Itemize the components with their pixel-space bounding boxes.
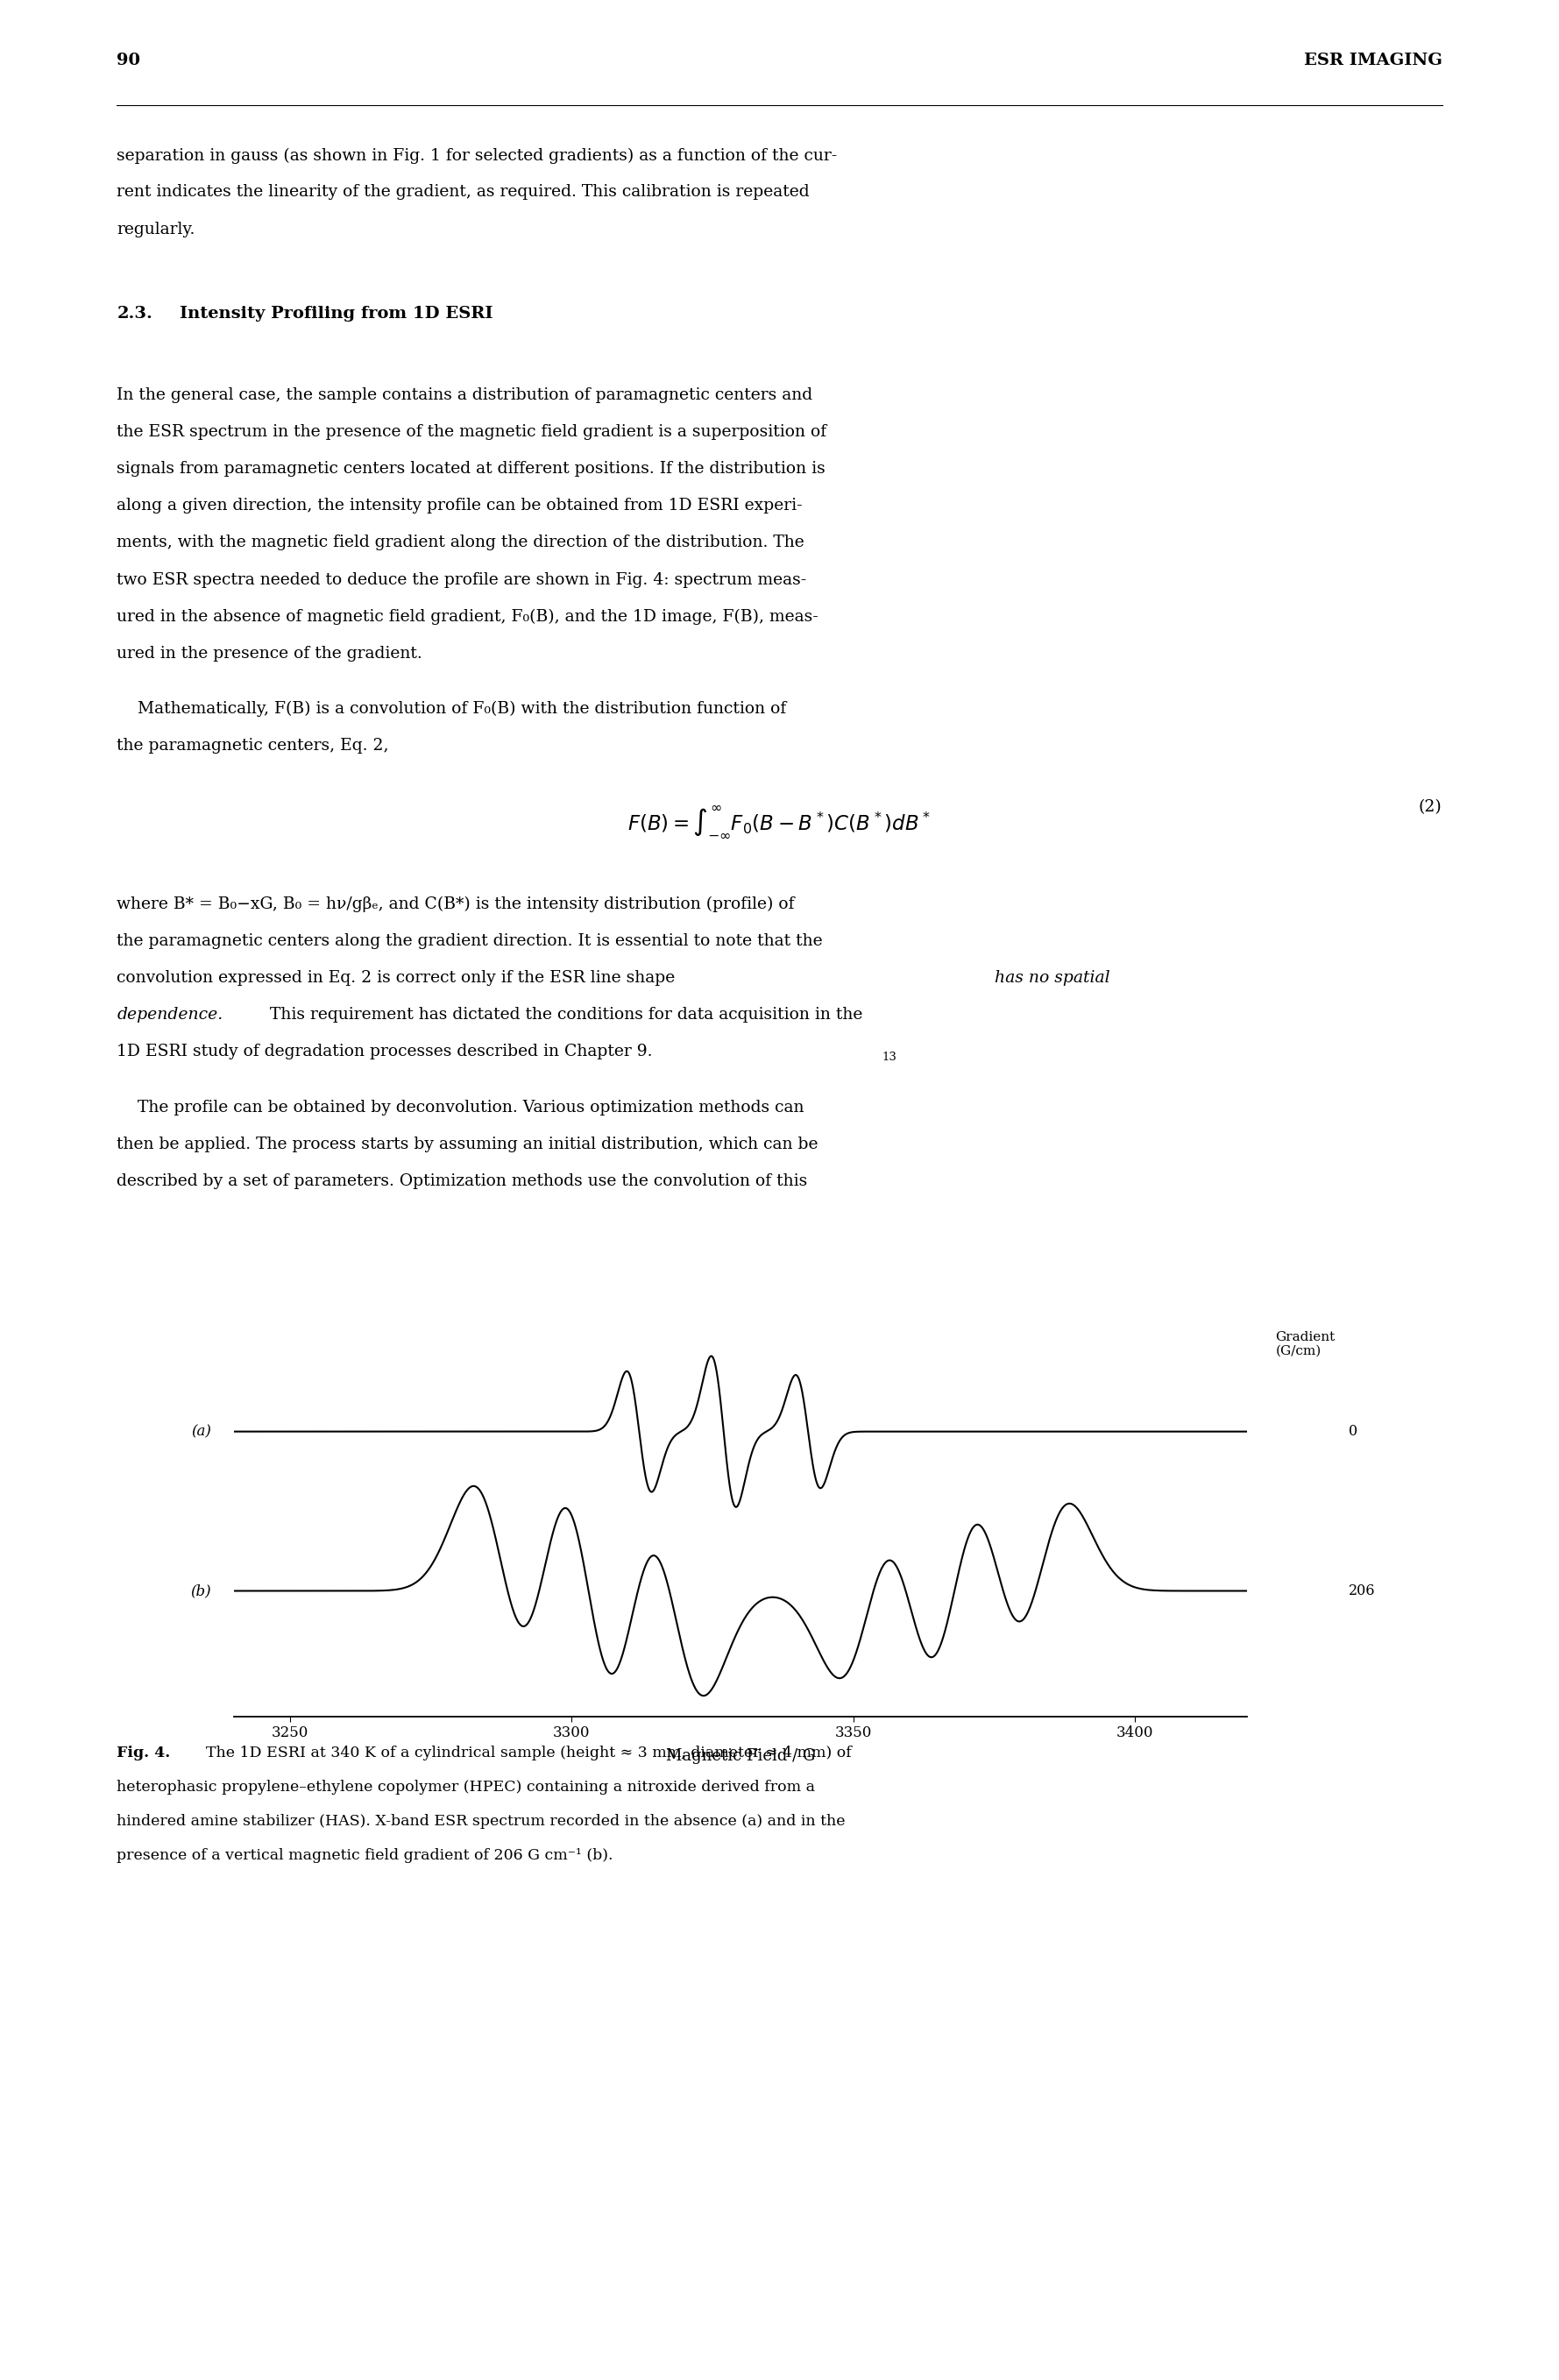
Text: the ESR spectrum in the presence of the magnetic field gradient is a superpositi: the ESR spectrum in the presence of the … (117, 424, 826, 440)
Text: Fig. 4.: Fig. 4. (117, 1745, 170, 1761)
Text: separation in gauss (as shown in Fig. 1 for selected gradients) as a function of: separation in gauss (as shown in Fig. 1 … (117, 148, 837, 164)
Text: (a): (a) (192, 1423, 212, 1440)
Text: ESR IMAGING: ESR IMAGING (1303, 52, 1442, 69)
Text: the paramagnetic centers along the gradient direction. It is essential to note t: the paramagnetic centers along the gradi… (117, 933, 823, 950)
Text: 13: 13 (882, 1052, 896, 1061)
Text: convolution expressed in Eq. 2 is correct only if the ESR line shape: convolution expressed in Eq. 2 is correc… (117, 971, 681, 985)
Text: rent indicates the linearity of the gradient, as required. This calibration is r: rent indicates the linearity of the grad… (117, 186, 809, 200)
Text: regularly.: regularly. (117, 221, 195, 238)
Text: the paramagnetic centers, Eq. 2,: the paramagnetic centers, Eq. 2, (117, 738, 390, 754)
Text: has no spatial: has no spatial (995, 971, 1110, 985)
Text: presence of a vertical magnetic field gradient of 206 G cm⁻¹ (b).: presence of a vertical magnetic field gr… (117, 1849, 613, 1864)
Text: The 1D ESRI at 340 K of a cylindrical sample (height ≈ 3 mm, diameter ≈ 4 mm) of: The 1D ESRI at 340 K of a cylindrical sa… (196, 1745, 851, 1761)
Text: 2.3.: 2.3. (117, 307, 153, 321)
Text: Mathematically, F(B) is a convolution of F₀(B) with the distribution function of: Mathematically, F(B) is a convolution of… (117, 700, 787, 716)
Text: Intensity Profiling from 1D ESRI: Intensity Profiling from 1D ESRI (179, 307, 493, 321)
Text: (b): (b) (190, 1583, 212, 1599)
Text: then be applied. The process starts by assuming an initial distribution, which c: then be applied. The process starts by a… (117, 1135, 818, 1152)
Text: where B* = B₀−xG, B₀ = hν/gβₑ, and C(B*) is the intensity distribution (profile): where B* = B₀−xG, B₀ = hν/gβₑ, and C(B*)… (117, 897, 795, 912)
Text: signals from paramagnetic centers located at different positions. If the distrib: signals from paramagnetic centers locate… (117, 462, 826, 476)
Text: dependence.: dependence. (117, 1007, 223, 1023)
Text: 1D ESRI study of degradation processes described in Chapter 9.: 1D ESRI study of degradation processes d… (117, 1045, 653, 1059)
Text: This requirement has dictated the conditions for data acquisition in the: This requirement has dictated the condit… (265, 1007, 864, 1023)
Text: ments, with the magnetic field gradient along the direction of the distribution.: ments, with the magnetic field gradient … (117, 536, 804, 550)
Text: In the general case, the sample contains a distribution of paramagnetic centers : In the general case, the sample contains… (117, 388, 812, 402)
Text: 90: 90 (117, 52, 140, 69)
Text: 206: 206 (1349, 1583, 1375, 1599)
Text: described by a set of parameters. Optimization methods use the convolution of th: described by a set of parameters. Optimi… (117, 1173, 808, 1190)
Text: two ESR spectra needed to deduce the profile are shown in Fig. 4: spectrum meas-: two ESR spectra needed to deduce the pro… (117, 571, 808, 588)
Text: 0: 0 (1349, 1423, 1358, 1440)
Text: $F(B) = \int_{-\infty}^{\infty} F_0(B - B^*)C(B^*)dB^*$: $F(B) = \int_{-\infty}^{\infty} F_0(B - … (628, 804, 931, 840)
Text: along a given direction, the intensity profile can be obtained from 1D ESRI expe: along a given direction, the intensity p… (117, 497, 803, 514)
Text: ured in the absence of magnetic field gradient, F₀(B), and the 1D image, F(B), m: ured in the absence of magnetic field gr… (117, 609, 818, 624)
Text: (2): (2) (1419, 800, 1442, 816)
Text: The profile can be obtained by deconvolution. Various optimization methods can: The profile can be obtained by deconvolu… (117, 1100, 804, 1116)
Text: heterophasic propylene–ethylene copolymer (HPEC) containing a nitroxide derived : heterophasic propylene–ethylene copolyme… (117, 1780, 815, 1795)
X-axis label: Magnetic Field / G: Magnetic Field / G (666, 1747, 815, 1764)
Text: Gradient
(G/cm): Gradient (G/cm) (1275, 1330, 1335, 1357)
Text: hindered amine stabilizer (HAS). X-band ESR spectrum recorded in the absence (a): hindered amine stabilizer (HAS). X-band … (117, 1814, 845, 1828)
Text: ured in the presence of the gradient.: ured in the presence of the gradient. (117, 645, 422, 662)
